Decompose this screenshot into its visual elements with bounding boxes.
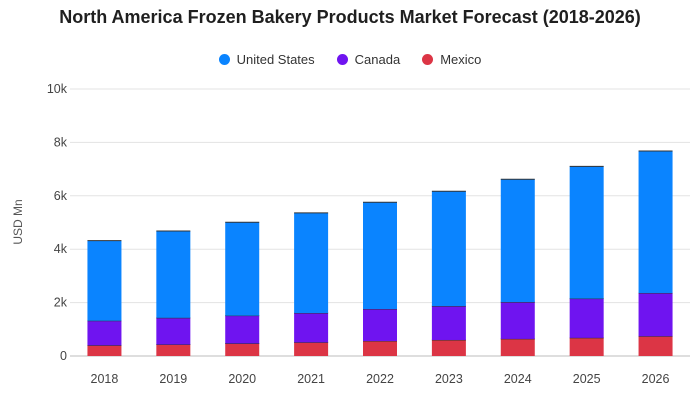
x-tick-label-2022: 2022 <box>366 372 394 386</box>
legend-item-canada[interactable]: Canada <box>336 52 401 67</box>
bar-canada-2018[interactable] <box>87 320 122 346</box>
bar-mexico-2026[interactable] <box>638 336 673 356</box>
bar-united-states-2024[interactable] <box>500 179 535 303</box>
bar-united-states-2025[interactable] <box>569 166 604 299</box>
chart-legend: United States Canada Mexico <box>0 52 700 67</box>
bar-canada-2024[interactable] <box>500 302 535 339</box>
bar-canada-2023[interactable] <box>431 306 466 340</box>
y-tick-label: 4k <box>54 242 68 256</box>
bars <box>87 150 673 356</box>
bar-united-states-2020[interactable] <box>225 222 260 316</box>
x-tick-label-2018: 2018 <box>91 372 119 386</box>
x-tick-label-2025: 2025 <box>573 372 601 386</box>
legend-label-canada: Canada <box>354 52 401 67</box>
y-tick-label: 6k <box>54 189 68 203</box>
legend-swatch-united-states <box>218 54 230 65</box>
y-tick-label: 2k <box>54 296 68 310</box>
legend-label-mexico: Mexico <box>440 52 482 67</box>
x-tick-label-2021: 2021 <box>297 372 325 386</box>
x-tick-label-2020: 2020 <box>228 372 256 386</box>
x-tick-label-2024: 2024 <box>504 372 532 386</box>
bar-mexico-2025[interactable] <box>569 337 604 356</box>
legend-swatch-canada <box>336 54 348 65</box>
bar-united-states-2021[interactable] <box>294 212 329 314</box>
chart-title: North America Frozen Bakery Products Mar… <box>59 7 641 27</box>
y-axis-ticks: 0 2k 4k 6k 8k 10k <box>47 82 68 363</box>
bar-united-states-2018[interactable] <box>87 240 122 321</box>
bar-canada-2020[interactable] <box>225 315 260 344</box>
bar-united-states-2023[interactable] <box>431 191 466 307</box>
bar-united-states-2019[interactable] <box>156 231 191 318</box>
y-tick-label: 8k <box>54 135 68 149</box>
x-tick-label-2019: 2019 <box>159 372 187 386</box>
bar-canada-2025[interactable] <box>569 298 604 338</box>
bar-mexico-2018[interactable] <box>87 345 122 356</box>
legend-label-united-states: United States <box>236 52 315 67</box>
bar-mexico-2020[interactable] <box>225 343 260 356</box>
bar-canada-2021[interactable] <box>294 313 329 343</box>
legend-swatch-mexico <box>422 54 434 65</box>
legend-item-united-states[interactable]: United States <box>218 52 315 67</box>
bar-mexico-2023[interactable] <box>431 339 466 356</box>
bar-mexico-2019[interactable] <box>156 344 191 356</box>
y-tick-label: 10k <box>47 82 68 96</box>
y-tick-label: 0 <box>60 349 67 363</box>
x-tick-label-2026: 2026 <box>642 372 670 386</box>
legend-item-mexico[interactable]: Mexico <box>422 52 481 67</box>
bar-canada-2022[interactable] <box>363 309 397 342</box>
y-axis-label: USD Mn <box>11 199 25 244</box>
bar-united-states-2022[interactable] <box>363 202 397 310</box>
bar-canada-2026[interactable] <box>638 292 673 337</box>
bar-mexico-2022[interactable] <box>363 341 397 356</box>
x-axis-ticks: 2018 2019 2020 2021 2022 2023 2024 2025 2026 <box>91 372 670 386</box>
bar-canada-2019[interactable] <box>156 317 191 345</box>
bar-mexico-2024[interactable] <box>500 338 535 356</box>
x-tick-label-2023: 2023 <box>435 372 463 386</box>
bar-united-states-2026[interactable] <box>638 150 673 293</box>
bar-mexico-2021[interactable] <box>294 342 329 356</box>
